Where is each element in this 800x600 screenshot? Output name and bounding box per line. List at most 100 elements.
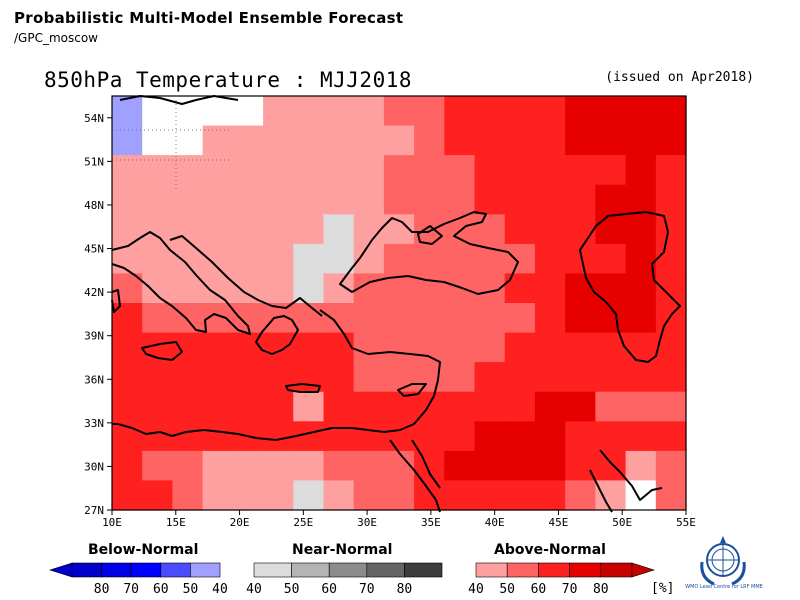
grid-cell: [655, 214, 687, 245]
probability-grid: [112, 96, 687, 511]
grid-cell: [444, 391, 476, 422]
grid-cell: [504, 391, 536, 422]
grid-cell: [534, 96, 566, 127]
legend-tick-label: 50: [284, 582, 300, 597]
grid-cell: [534, 480, 566, 511]
grid-cell: [142, 421, 173, 452]
grid-cell: [232, 96, 264, 127]
grid-cell: [112, 155, 143, 186]
grid-cell: [172, 214, 204, 245]
grid-cell: [474, 421, 506, 452]
grid-cell: [293, 450, 325, 482]
grid-cell: [474, 125, 506, 156]
grid-cell: [444, 273, 476, 304]
legend-tick-label: 40: [246, 582, 262, 597]
legend-swatch: [101, 562, 132, 578]
grid-cell: [323, 243, 355, 275]
grid-cell: [383, 303, 415, 334]
red-sea-coastline-east: [411, 439, 441, 489]
grid-cell: [655, 243, 687, 275]
lat-label: 42N: [84, 286, 104, 299]
legend-near-colorbar: 40 50 60 70 80: [246, 562, 443, 597]
grid-cell: [202, 391, 234, 422]
grid-cell: [263, 125, 294, 156]
legend-tick-label: 70: [359, 582, 375, 597]
grid-cell: [565, 391, 596, 422]
grid-cell: [172, 362, 204, 393]
adriatic-east-coast: [169, 235, 323, 317]
grid-cell: [474, 391, 506, 422]
black-sea-coastline: [339, 211, 519, 295]
grid-cell: [444, 480, 476, 511]
grid-cell: [655, 155, 687, 186]
grid-cell: [112, 96, 143, 127]
grid-cell: [263, 155, 294, 186]
grid-cell: [142, 362, 173, 393]
grid-cell: [595, 125, 627, 156]
grid-cell: [383, 96, 415, 127]
grid-cell: [293, 480, 325, 511]
grid-cell: [414, 184, 445, 215]
legend-swatch: [130, 562, 162, 578]
grid-cell: [504, 155, 536, 186]
grid-cell: [625, 273, 657, 304]
grid-cell: [595, 155, 627, 186]
legend-swatch: [475, 562, 508, 578]
grid-cell: [112, 480, 143, 511]
grid-cell: [504, 362, 536, 393]
grid-cell: [534, 155, 566, 186]
grid-cell: [172, 96, 204, 127]
grid-cell: [142, 480, 173, 511]
grid-cell: [232, 214, 264, 245]
legend-tick-label: 60: [321, 582, 337, 597]
grid-cell: [232, 391, 264, 422]
grid-cell: [172, 155, 204, 186]
legend-tick-label: 80: [593, 582, 609, 597]
legend-below-label: Below-Normal: [88, 542, 199, 558]
model-subtitle: /GPC_moscow: [14, 31, 98, 45]
grid-cell: [323, 391, 355, 422]
grid-cell: [263, 362, 294, 393]
grid-cell: [474, 480, 506, 511]
lat-label: 27N: [84, 504, 104, 517]
grid-cell: [383, 184, 415, 215]
grid-cell: [232, 184, 264, 215]
persian-gulf-coastline-west: [589, 469, 613, 513]
grid-cell: [202, 96, 234, 127]
grid-cell: [142, 155, 173, 186]
legend-tick-label: 60: [531, 582, 547, 597]
grid-cell: [323, 125, 355, 156]
legend-tick-label: 50: [499, 582, 515, 597]
grid-cell: [142, 184, 173, 215]
grid-cell: [565, 155, 596, 186]
grid-cell: [353, 96, 385, 127]
cyprus-coastline: [397, 383, 427, 397]
lon-label: 45E: [549, 516, 569, 529]
wmo-emblem-logo: [700, 536, 746, 586]
grid-cell: [504, 303, 536, 334]
legend-swatch: [569, 562, 602, 578]
grid-cell: [323, 421, 355, 452]
grid-cell: [142, 303, 173, 334]
legend-swatch: [506, 562, 539, 578]
grid-cell: [444, 332, 476, 363]
grid-cell: [504, 243, 536, 275]
grid-cell: [323, 155, 355, 186]
grid-cell: [112, 125, 143, 156]
grid-cell: [172, 332, 204, 363]
grid-cell: [353, 184, 385, 215]
legend-tick-label: 50: [183, 582, 199, 597]
grid-cell: [504, 450, 536, 482]
grid-cell: [625, 155, 657, 186]
grid-cell: [444, 125, 476, 156]
grid-cell: [444, 243, 476, 275]
crete-coastline: [285, 383, 321, 393]
grid-cell: [595, 362, 627, 393]
grid-cell: [353, 391, 385, 422]
grid-cell: [534, 303, 566, 334]
grid-cell: [202, 332, 234, 363]
grid-cell: [625, 125, 657, 156]
grid-cell: [565, 125, 596, 156]
